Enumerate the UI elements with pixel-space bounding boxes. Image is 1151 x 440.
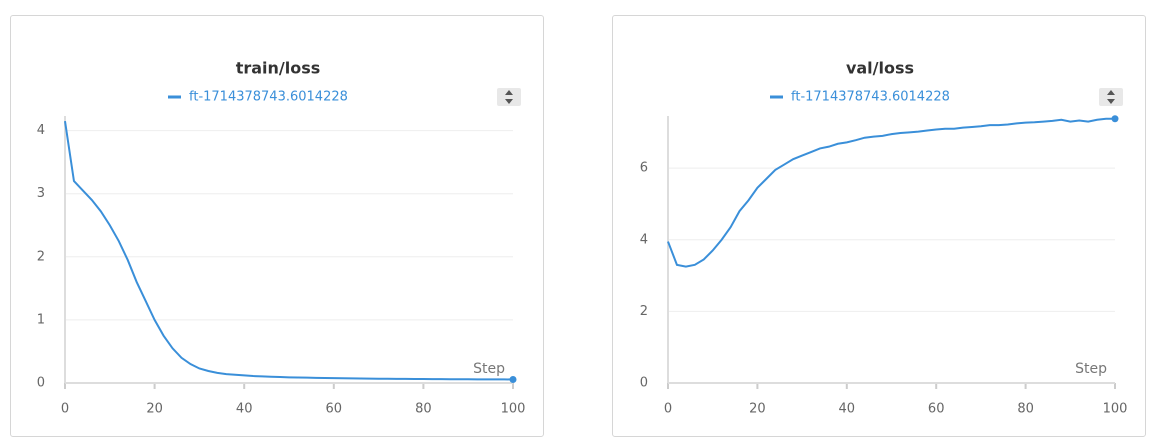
x-tick-label: 80 (1017, 402, 1034, 417)
y-tick-label: 0 (640, 376, 648, 391)
line (667, 117, 1115, 268)
end-point (1111, 115, 1119, 123)
x-tick-label: 40 (839, 402, 856, 417)
chart-panel: train/loss ft-1714378743.6014228 0 1 2 3 4 0 20 4… (10, 15, 544, 437)
y-tick-label: 2 (640, 304, 648, 319)
sort-icon (1107, 90, 1115, 104)
x-tick-label: 40 (236, 402, 253, 417)
y-tick-label: 1 (37, 312, 45, 327)
legend-sort-button[interactable] (497, 88, 521, 106)
x-tick-label: 100 (1103, 402, 1128, 417)
chart-title: train/loss (236, 59, 321, 78)
y-tick-label: 3 (37, 186, 45, 201)
chart-panel: val/loss ft-1714378743.6014228 0 2 4 6 0 20 40 60… (612, 15, 1146, 437)
legend-label: ft-1714378743.6014228 (791, 90, 950, 105)
chart-title: val/loss (846, 59, 914, 78)
legend-label: ft-1714378743.6014228 (189, 90, 348, 105)
x-tick-label: 20 (749, 402, 766, 417)
x-tick-label: 0 (61, 402, 69, 417)
y-tick-label: 4 (37, 123, 45, 138)
x-tick-label: 20 (146, 402, 163, 417)
sort-icon (505, 90, 513, 104)
x-tick-label: 60 (928, 402, 945, 417)
x-axis-label: Step (473, 361, 505, 377)
legend-sort-button[interactable] (1099, 88, 1123, 106)
y-tick-label: 0 (37, 376, 45, 391)
x-tick-label: 60 (326, 402, 343, 417)
y-tick-label: 6 (640, 161, 648, 176)
end-point (509, 375, 517, 383)
y-tick-label: 2 (37, 249, 45, 264)
x-axis-label: Step (1075, 361, 1107, 377)
y-tick-label: 4 (640, 232, 648, 247)
x-tick-label: 0 (664, 402, 672, 417)
line (64, 121, 514, 381)
x-tick-label: 80 (415, 402, 432, 417)
x-tick-label: 100 (501, 402, 526, 417)
